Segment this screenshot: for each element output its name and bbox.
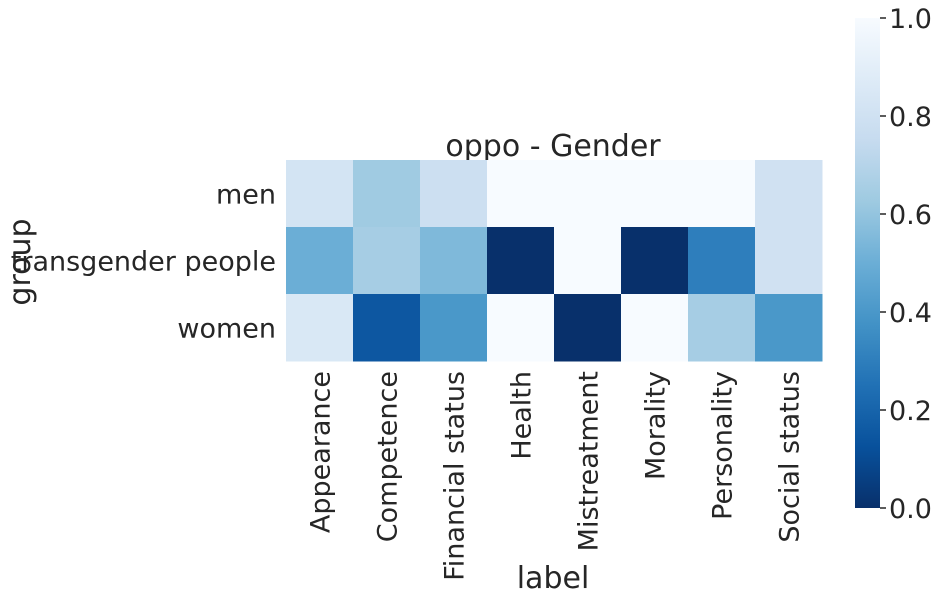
y-tick-label: women xyxy=(177,314,276,345)
heatmap-cell xyxy=(487,227,555,295)
colorbar-tick-label: 0.6 xyxy=(889,200,932,231)
heatmap-cell xyxy=(420,227,488,295)
heatmap-cell xyxy=(487,294,555,362)
heatmap-cell xyxy=(755,160,823,228)
heatmap-cell xyxy=(286,227,354,295)
colorbar-tick-label: 0.8 xyxy=(889,102,932,133)
y-axis-label: group xyxy=(3,218,38,305)
x-tick-label: Personality xyxy=(708,371,739,520)
heatmap-cell xyxy=(688,227,756,295)
heatmap-cell xyxy=(353,227,421,295)
y-tick-label: men xyxy=(216,180,276,211)
colorbar-tick-label: 0.2 xyxy=(889,396,932,427)
x-tick-labels: Appearance Competence Financial status Heal… xyxy=(306,371,806,581)
heatmap-cell xyxy=(286,160,354,228)
x-tick-label: Morality xyxy=(641,371,672,480)
heatmap-cell xyxy=(621,160,689,228)
heatmap-cell xyxy=(621,227,689,295)
x-axis-label: label xyxy=(517,561,590,596)
y-tick-label: transgender people xyxy=(11,247,276,278)
heatmap-cell xyxy=(286,294,354,362)
x-tick-label: Social status xyxy=(775,371,806,543)
x-tick-label: Health xyxy=(507,371,538,460)
colorbar-tick-label: 1.0 xyxy=(889,4,932,35)
heatmap-cell xyxy=(554,294,622,362)
colorbar-tick-label: 0.0 xyxy=(889,494,932,525)
heatmap-cell xyxy=(420,294,488,362)
heatmap-cell xyxy=(688,294,756,362)
colorbar xyxy=(855,18,880,508)
heatmap-cell xyxy=(554,160,622,228)
heatmap-cell xyxy=(755,227,823,295)
colorbar-ticks: 0.0 0.2 0.4 0.6 0.8 1.0 xyxy=(880,4,932,525)
heatmap-cell xyxy=(621,294,689,362)
colorbar-tick-label: 0.4 xyxy=(889,298,932,329)
heatmap-cell xyxy=(554,227,622,295)
x-tick-label: Appearance xyxy=(306,371,337,533)
heatmap-cells xyxy=(286,160,823,362)
heatmap-cell xyxy=(353,294,421,362)
x-tick-label: Financial status xyxy=(440,371,471,581)
x-tick-label: Mistreatment xyxy=(574,371,605,551)
heatmap-cell xyxy=(487,160,555,228)
y-tick-labels: men transgender people women xyxy=(11,180,276,345)
chart-title: oppo - Gender xyxy=(445,129,661,164)
x-tick-label: Competence xyxy=(373,371,404,542)
heatmap-cell xyxy=(353,160,421,228)
heatmap-cell xyxy=(420,160,488,228)
heatmap-cell xyxy=(755,294,823,362)
heatmap-cell xyxy=(688,160,756,228)
